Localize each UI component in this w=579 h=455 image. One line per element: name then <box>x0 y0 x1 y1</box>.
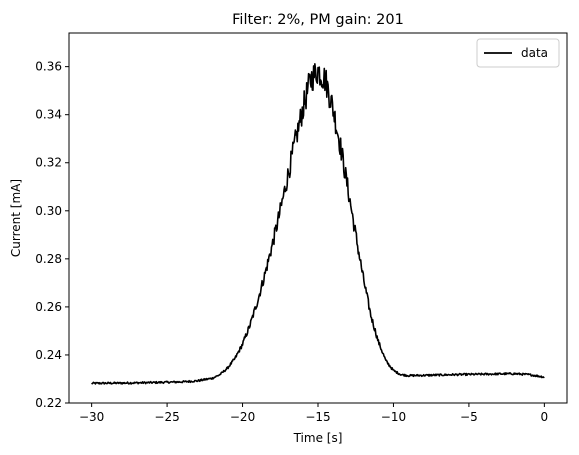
y-tick-label: 0.34 <box>35 108 62 122</box>
series-line-data <box>92 64 545 384</box>
x-tick-label: −30 <box>79 410 104 424</box>
y-tick-label: 0.28 <box>35 252 62 266</box>
y-tick-label: 0.24 <box>35 348 62 362</box>
y-tick-label: 0.26 <box>35 300 62 314</box>
y-axis: 0.22 0.24 0.26 0.28 0.30 0.32 0.34 0.36 <box>35 60 69 410</box>
x-axis: −30 −25 −20 −15 −10 −5 0 <box>79 403 548 424</box>
y-tick-label: 0.32 <box>35 156 62 170</box>
x-tick-label: 0 <box>541 410 549 424</box>
x-tick-label: −15 <box>305 410 330 424</box>
y-tick-label: 0.36 <box>35 60 62 74</box>
x-tick-label: −10 <box>381 410 406 424</box>
x-tick-label: −25 <box>154 410 179 424</box>
legend: data <box>477 39 559 67</box>
x-tick-label: −5 <box>460 410 478 424</box>
chart-title: Filter: 2%, PM gain: 201 <box>232 12 404 28</box>
legend-label: data <box>521 46 548 60</box>
x-tick-label: −20 <box>230 410 255 424</box>
y-tick-label: 0.22 <box>35 396 62 410</box>
y-tick-label: 0.30 <box>35 204 62 218</box>
series-layer <box>92 64 545 384</box>
y-axis-label: Current [mA] <box>9 179 23 257</box>
plot-frame <box>69 33 567 403</box>
x-axis-label: Time [s] <box>293 431 343 445</box>
